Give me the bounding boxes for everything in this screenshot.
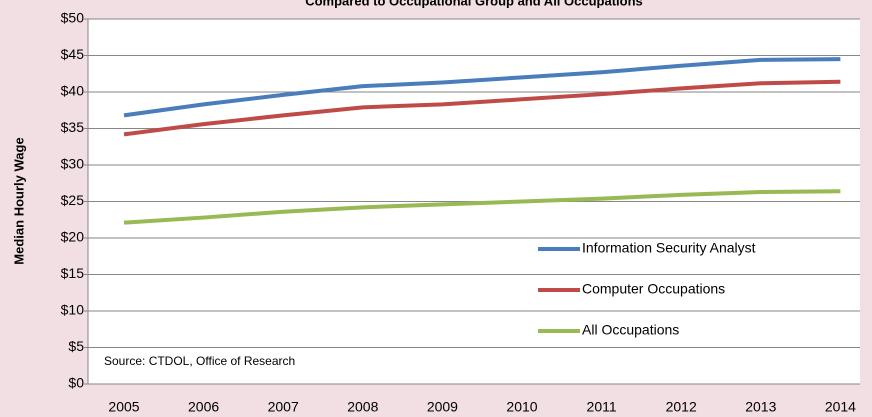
y-tick-label: $10 xyxy=(61,302,85,318)
x-tick-label: 2006 xyxy=(188,399,219,415)
y-tick-label: $25 xyxy=(61,192,85,208)
y-tick-label: $45 xyxy=(61,46,85,62)
y-tick-label: $0 xyxy=(68,375,84,391)
series-line xyxy=(123,189,841,225)
y-tick-label: $15 xyxy=(61,265,85,281)
x-tick-label: 2014 xyxy=(825,399,856,415)
x-tick-label: 2011 xyxy=(587,399,617,415)
legend-label: All Occupations xyxy=(582,322,679,338)
chart-title: Compared to Occupational Group and All O… xyxy=(305,0,643,8)
annotation: Source: CTDOL, Office of Research xyxy=(104,354,295,368)
x-tick-label: 2010 xyxy=(506,399,537,415)
x-tick-label: 2005 xyxy=(108,399,139,415)
y-tick-label: $30 xyxy=(61,156,85,172)
x-tick-label: 2013 xyxy=(745,399,776,415)
x-tick-label: 2012 xyxy=(666,399,697,415)
x-tick-label: 2009 xyxy=(427,399,458,415)
y-axis-label: Median Hourly Wage xyxy=(11,137,26,264)
y-tick-label: $50 xyxy=(61,10,85,26)
y-tick-label: $40 xyxy=(61,83,85,99)
series-line xyxy=(123,79,841,137)
x-tick-label: 2007 xyxy=(268,399,299,415)
y-tick-label: $5 xyxy=(68,338,84,354)
y-tick-label: $35 xyxy=(61,119,85,135)
legend-label: Computer Occupations xyxy=(582,281,725,297)
x-tick-label: 2008 xyxy=(347,399,378,415)
series-line xyxy=(123,57,841,118)
y-tick-label: $20 xyxy=(61,229,85,245)
legend-label: Information Security Analyst xyxy=(582,240,756,256)
